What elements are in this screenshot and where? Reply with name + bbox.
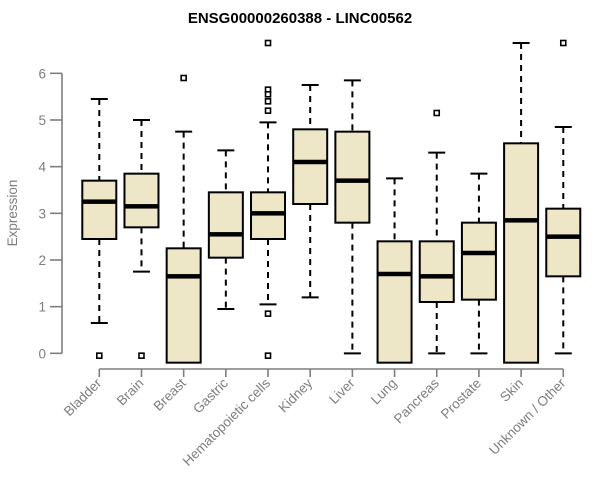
x-category-label: Lung <box>368 376 400 408</box>
box-brain <box>123 118 160 359</box>
box-rect <box>503 142 540 364</box>
median-line <box>166 274 201 279</box>
y-tick-label: 4 <box>38 160 46 175</box>
x-category-label: Gastric <box>190 375 231 416</box>
box-pancreas <box>418 109 455 355</box>
outlier-point <box>559 39 567 47</box>
median-line <box>461 250 496 256</box>
x-category-label: Pancreas <box>391 375 442 426</box>
median-line <box>251 211 286 216</box>
y-tick-label: 6 <box>38 66 46 81</box>
median-line <box>82 199 117 204</box>
y-tick-label: 1 <box>38 300 46 315</box>
box-rect <box>165 247 202 364</box>
median-line <box>546 234 581 239</box>
x-category-label: Prostate <box>438 376 484 422</box>
box-lung <box>376 177 413 364</box>
box-rect <box>292 128 329 205</box>
x-category-label: Liver <box>326 375 358 407</box>
box-liver <box>334 79 371 355</box>
boxes-group <box>81 39 582 364</box>
median-line <box>208 232 243 237</box>
box-rect <box>460 221 497 301</box>
box-rect <box>334 130 371 224</box>
x-category-label: Brain <box>114 376 147 409</box>
median-line <box>419 274 454 279</box>
box-gastric <box>207 149 244 310</box>
outlier-point <box>264 98 272 105</box>
outlier-point <box>264 39 272 47</box>
outlier-point <box>180 74 187 82</box>
box-rect <box>545 207 582 278</box>
chart-title: ENSG00000260388 - LINC00562 <box>188 10 412 27</box>
box-prostate <box>460 172 497 355</box>
outlier-point <box>433 109 441 117</box>
x-category-label: Breast <box>151 375 189 413</box>
y-tick-label: 3 <box>38 206 46 221</box>
box-hematopoietic-cells <box>250 39 287 359</box>
outlier-point <box>264 310 272 317</box>
x-category-label: Kidney <box>276 375 316 415</box>
outlier-point <box>138 352 145 359</box>
median-line <box>504 218 539 223</box>
box-rect <box>207 191 244 259</box>
y-tick-label: 5 <box>38 113 46 128</box>
box-rect <box>418 240 455 303</box>
x-category-label: Skin <box>497 376 526 405</box>
box-rect <box>250 191 287 240</box>
median-line <box>124 204 159 209</box>
x-category-label: Unknown / Other <box>486 375 569 458</box>
x-category-label: Bladder <box>61 375 105 419</box>
median-line <box>335 178 370 183</box>
y-tick-label: 2 <box>38 253 46 268</box>
box-rect <box>81 179 118 240</box>
box-breast <box>165 74 202 364</box>
box-kidney <box>292 83 329 299</box>
box-rect <box>376 240 413 364</box>
y-axis-label: Expression <box>5 180 20 247</box>
box-unknown-other <box>545 39 582 355</box>
outlier-point <box>264 91 272 98</box>
median-line <box>293 159 328 165</box>
box-bladder <box>81 97 118 359</box>
outlier-point <box>264 352 272 359</box>
outlier-point <box>96 352 103 359</box>
median-line <box>377 271 412 277</box>
box-skin <box>503 41 540 364</box>
outlier-point <box>264 107 272 114</box>
box-rect <box>123 172 160 229</box>
y-tick-label: 0 <box>38 346 46 361</box>
